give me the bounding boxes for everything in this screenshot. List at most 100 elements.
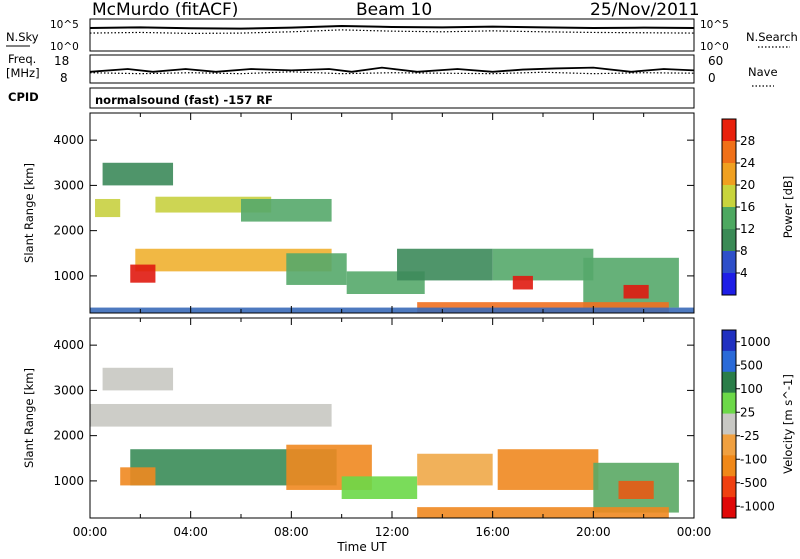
y-tick-label: 2000 <box>53 224 84 238</box>
colorbar-segment <box>722 207 736 230</box>
data-region <box>102 162 174 186</box>
data-region <box>286 253 347 285</box>
colorbar-label: Power [dB] <box>781 176 795 239</box>
cpid-label: CPID <box>8 90 39 104</box>
x-tick-label: 00:00 <box>677 525 712 539</box>
nsky-tick-bottom: 10^0 <box>50 41 79 53</box>
colorbar-tick-label: 24 <box>740 156 755 170</box>
data-region <box>618 480 654 499</box>
colorbar-tick-label: -25 <box>740 429 760 443</box>
colorbar-segment <box>722 434 736 456</box>
colorbar-segment <box>722 330 736 352</box>
colorbar-tick-label: 25 <box>740 405 755 419</box>
colorbar-label: Velocity [m s^-1] <box>781 374 795 474</box>
freq-tick-bottom: 8 <box>60 71 68 85</box>
colorbar-segment <box>722 392 736 415</box>
colorbar-segment <box>722 163 736 186</box>
data-region <box>417 507 669 518</box>
x-tick-label: 00:00 <box>73 525 108 539</box>
x-tick-label: 20:00 <box>576 525 611 539</box>
nsearch-series-line <box>89 29 695 35</box>
colorbar-tick-label: -1000 <box>740 499 775 513</box>
colorbar-segment <box>722 413 736 435</box>
data-region <box>623 284 649 299</box>
data-region <box>120 467 156 486</box>
nave-tick-top: 60 <box>708 54 723 68</box>
freq-series-line <box>89 66 695 73</box>
beam-title: Beam 10 <box>356 0 432 20</box>
colorbar-tick-label: -500 <box>740 476 767 490</box>
data-region <box>102 367 174 391</box>
colorbar-tick-label: -100 <box>740 452 767 466</box>
velocity-panel: 1000 2000 3000 4000 Slant Range [km] <box>22 317 695 519</box>
colorbar-tick-label: 500 <box>740 358 763 372</box>
data-region <box>95 198 121 218</box>
freq-label: Freq. <box>8 52 36 66</box>
data-region <box>583 257 679 308</box>
power-panel: 1000 2000 3000 4000 Slant Range [km] <box>22 112 695 314</box>
nsearch-tick-top: 10^5 <box>700 19 729 31</box>
colorbar-segment <box>722 455 736 477</box>
colorbar-tick-label: 1000 <box>740 335 771 349</box>
colorbar-segment <box>722 141 736 164</box>
colorbar-tick-label: 28 <box>740 134 755 148</box>
nsky-panel-frame <box>89 18 695 52</box>
y-axis-label: Slant Range [km] <box>22 163 36 263</box>
y-tick-label: 1000 <box>53 269 84 283</box>
nave-label: Nave <box>748 65 778 79</box>
y-tick-label: 2000 <box>53 429 84 443</box>
y-tick-label: 4000 <box>53 338 84 352</box>
colorbar-segment <box>722 119 736 142</box>
nsky-label: N.Sky <box>6 30 39 44</box>
colorbar-tick-label: 100 <box>740 382 763 396</box>
colorbar-tick-label: 4 <box>740 266 748 280</box>
x-axis-label: Time UT <box>336 540 387 554</box>
freq-tick-top: 18 <box>54 54 69 68</box>
data-region <box>135 248 332 272</box>
y-tick-label: 3000 <box>53 383 84 397</box>
data-region <box>130 264 156 283</box>
y-tick-label: 3000 <box>53 178 84 192</box>
colorbar-segment <box>722 251 736 274</box>
colorbar-tick-label: 16 <box>740 200 755 214</box>
nsky-tick-top: 10^5 <box>50 19 79 31</box>
y-tick-label: 1000 <box>53 474 84 488</box>
power-colorbar: 4 8 12 16 20 24 28 Power [dB] <box>721 118 795 296</box>
y-axis-label: Slant Range [km] <box>22 368 36 468</box>
nave-series-line <box>89 71 695 75</box>
freq-panel-frame <box>89 54 695 84</box>
data-region <box>341 476 418 499</box>
nsearch-tick-bottom: 10^0 <box>700 41 729 53</box>
y-tick-label: 4000 <box>53 133 84 147</box>
data-region <box>90 403 332 427</box>
nsky-series-line <box>89 25 695 30</box>
colorbar-segment <box>722 350 736 373</box>
x-tick-label: 12:00 <box>375 525 410 539</box>
colorbar-tick-label: 8 <box>740 244 748 258</box>
data-region <box>397 248 493 281</box>
colorbar-segment <box>722 229 736 252</box>
cpid-panel-frame <box>89 87 695 109</box>
x-tick-label: 04:00 <box>173 525 208 539</box>
colorbar-tick-label: 12 <box>740 222 755 236</box>
velocity-colorbar: 1000 500 100 25 -25 -100 -500 -1000 Velocity [m … <box>721 329 795 519</box>
nsearch-label: N.Search <box>746 30 798 44</box>
colorbar-segment <box>722 476 736 498</box>
x-axis-ticks: 00:00 04:00 08:00 12:00 16:00 20:00 00:00 <box>73 525 712 539</box>
colorbar-tick-label: 20 <box>740 178 755 192</box>
colorbar-segment <box>722 371 736 394</box>
data-region <box>417 453 493 486</box>
data-region <box>512 275 533 290</box>
colorbar-segment <box>722 497 736 519</box>
colorbar-segment <box>722 185 736 208</box>
data-region <box>492 248 594 281</box>
data-region <box>241 198 332 222</box>
station-title: McMurdo (fitACF) <box>92 0 238 20</box>
nave-tick-bottom: 0 <box>708 71 716 85</box>
freq-unit-label: [MHz] <box>6 66 40 80</box>
colorbar-frame <box>721 329 737 519</box>
date-title: 25/Nov/2011 <box>590 0 700 20</box>
cpid-text: normalsound (fast) -157 RF <box>95 93 273 107</box>
data-region <box>497 449 599 490</box>
